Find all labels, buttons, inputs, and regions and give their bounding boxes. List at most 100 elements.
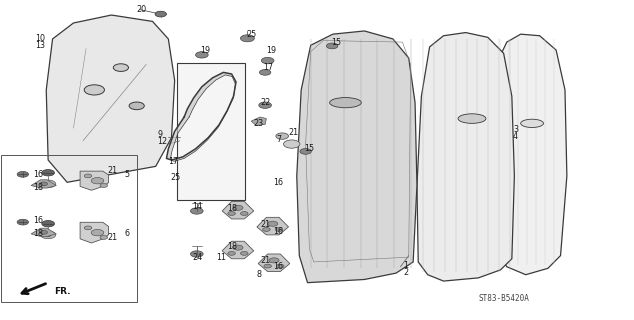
Ellipse shape (330, 98, 361, 108)
Circle shape (276, 133, 288, 139)
Circle shape (41, 231, 56, 239)
Text: 25: 25 (171, 173, 181, 182)
Polygon shape (258, 254, 290, 271)
Text: 4: 4 (513, 132, 518, 141)
Circle shape (275, 228, 283, 231)
Text: 21: 21 (260, 256, 270, 265)
Circle shape (233, 245, 243, 250)
Circle shape (113, 64, 129, 71)
Polygon shape (417, 33, 514, 281)
Text: 18: 18 (227, 204, 237, 213)
Circle shape (129, 102, 145, 110)
Ellipse shape (521, 119, 543, 127)
Circle shape (45, 182, 51, 186)
Text: 16: 16 (273, 262, 283, 271)
Circle shape (228, 252, 235, 255)
Polygon shape (31, 228, 56, 236)
Ellipse shape (458, 114, 486, 123)
Circle shape (240, 252, 248, 255)
Text: 1: 1 (403, 261, 408, 270)
Text: 5: 5 (124, 170, 129, 179)
Circle shape (300, 148, 311, 154)
Text: 18: 18 (34, 183, 44, 192)
Circle shape (283, 140, 300, 148)
Text: 14: 14 (192, 202, 202, 211)
Circle shape (45, 233, 51, 236)
Text: 20: 20 (137, 5, 147, 14)
Text: 13: 13 (36, 41, 46, 51)
Text: 11: 11 (216, 253, 226, 262)
Text: 12: 12 (158, 137, 168, 146)
Polygon shape (80, 171, 108, 190)
Text: 15: 15 (304, 144, 314, 153)
Text: 21: 21 (107, 233, 117, 242)
Circle shape (84, 85, 105, 95)
Text: 18: 18 (227, 242, 237, 251)
Text: 17: 17 (169, 157, 178, 166)
Circle shape (262, 228, 270, 231)
Polygon shape (46, 15, 174, 182)
Text: ST83-B5420A: ST83-B5420A (478, 294, 529, 303)
Circle shape (261, 57, 274, 64)
Circle shape (91, 229, 104, 236)
Bar (176, 63, 245, 200)
Text: 16: 16 (273, 178, 283, 187)
Text: 21: 21 (107, 166, 117, 175)
Text: 10: 10 (36, 35, 46, 44)
Polygon shape (257, 217, 288, 235)
Circle shape (40, 182, 48, 186)
Circle shape (195, 52, 208, 58)
Text: 21: 21 (288, 128, 299, 137)
Text: 25: 25 (246, 30, 256, 39)
Circle shape (327, 43, 338, 49)
Circle shape (100, 236, 108, 239)
Text: 3: 3 (513, 125, 518, 134)
Circle shape (240, 212, 248, 215)
Circle shape (17, 172, 29, 177)
Text: 2: 2 (403, 268, 408, 277)
Polygon shape (495, 34, 567, 275)
Circle shape (228, 212, 235, 215)
Polygon shape (31, 180, 56, 188)
Circle shape (155, 11, 167, 17)
Text: 19: 19 (266, 45, 276, 55)
Circle shape (276, 264, 284, 268)
Text: 22: 22 (260, 98, 270, 107)
Circle shape (42, 220, 55, 227)
Circle shape (259, 69, 271, 75)
Text: 6: 6 (124, 229, 129, 238)
Polygon shape (80, 222, 108, 243)
Circle shape (40, 230, 48, 234)
Text: 16: 16 (273, 227, 283, 236)
Polygon shape (251, 117, 266, 125)
Circle shape (268, 221, 278, 226)
Circle shape (91, 178, 104, 184)
Bar (1, 155, 137, 302)
Circle shape (17, 219, 29, 225)
Circle shape (190, 251, 203, 257)
Circle shape (190, 208, 203, 214)
Circle shape (100, 184, 108, 188)
Text: 16: 16 (34, 170, 44, 179)
Text: 18: 18 (34, 229, 44, 238)
Circle shape (41, 180, 56, 188)
Text: 16: 16 (34, 216, 44, 225)
Text: 19: 19 (200, 45, 210, 55)
Text: 15: 15 (331, 38, 341, 47)
Circle shape (42, 170, 55, 176)
PathPatch shape (167, 72, 236, 161)
Text: 8: 8 (257, 269, 262, 279)
Text: 24: 24 (192, 253, 202, 262)
Circle shape (233, 205, 243, 210)
Circle shape (84, 174, 92, 178)
Text: FR.: FR. (55, 287, 71, 296)
Text: 17: 17 (263, 63, 273, 72)
Text: 23: 23 (254, 119, 264, 128)
Polygon shape (222, 241, 254, 259)
Text: 7: 7 (276, 135, 281, 144)
Circle shape (264, 264, 271, 268)
Circle shape (84, 226, 92, 230)
Circle shape (240, 35, 254, 42)
Circle shape (259, 102, 271, 108)
Text: 9: 9 (158, 130, 163, 139)
